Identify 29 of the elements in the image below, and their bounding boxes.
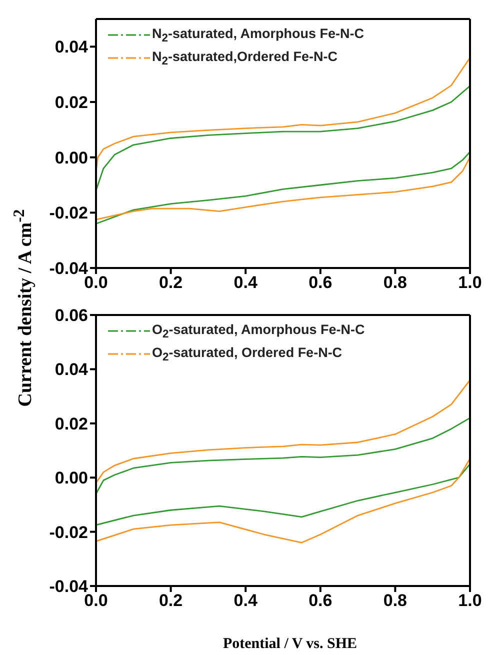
x-tick-label: 0.8 (383, 591, 408, 610)
y-tick-label: -0.02 (49, 204, 88, 223)
y-tick-label: 0.06 (54, 306, 88, 326)
legend-label: N$_{2}$-saturated, Amorphous Fe-N-C (152, 26, 364, 45)
x-tick-label: 0.0 (84, 273, 108, 292)
y-tick-label: -0.02 (49, 522, 88, 542)
x-axis-title: Potential / V vs. SHE (222, 636, 358, 653)
x-tick-label: 1.0 (458, 273, 482, 292)
line-series (96, 379, 470, 544)
y-tick-label: 0.02 (54, 414, 88, 434)
legend-label: N$_{2}$-saturated,Ordered Fe-N-C (152, 48, 338, 68)
y-tick-label: 0.04 (54, 360, 89, 380)
y-tick-label: 0.00 (54, 148, 88, 168)
x-tick-label: 0.4 (234, 591, 258, 610)
x-tick-label: 0.2 (158, 273, 183, 292)
x-tick-label: 0.8 (383, 273, 408, 292)
x-tick-label: 0.2 (158, 591, 183, 610)
line-series (96, 417, 470, 526)
y-tick-label: 0.02 (54, 93, 88, 112)
legend-label: O$_{2}$-saturated, Amorphous Fe-N-C (152, 322, 365, 341)
y-tick-label: 0.04 (54, 38, 89, 57)
x-tick-label: 0.0 (84, 591, 108, 610)
x-tick-label: 0.6 (308, 591, 332, 610)
x-tick-label: 1.0 (458, 591, 482, 610)
x-tick-label: 0.4 (234, 273, 258, 292)
y-tick-label: 0.00 (54, 468, 88, 488)
legend-label: O$_{2}$-saturated, Ordered Fe-N-C (152, 344, 342, 364)
line-series (96, 85, 470, 224)
x-tick-label: 0.6 (308, 273, 332, 292)
